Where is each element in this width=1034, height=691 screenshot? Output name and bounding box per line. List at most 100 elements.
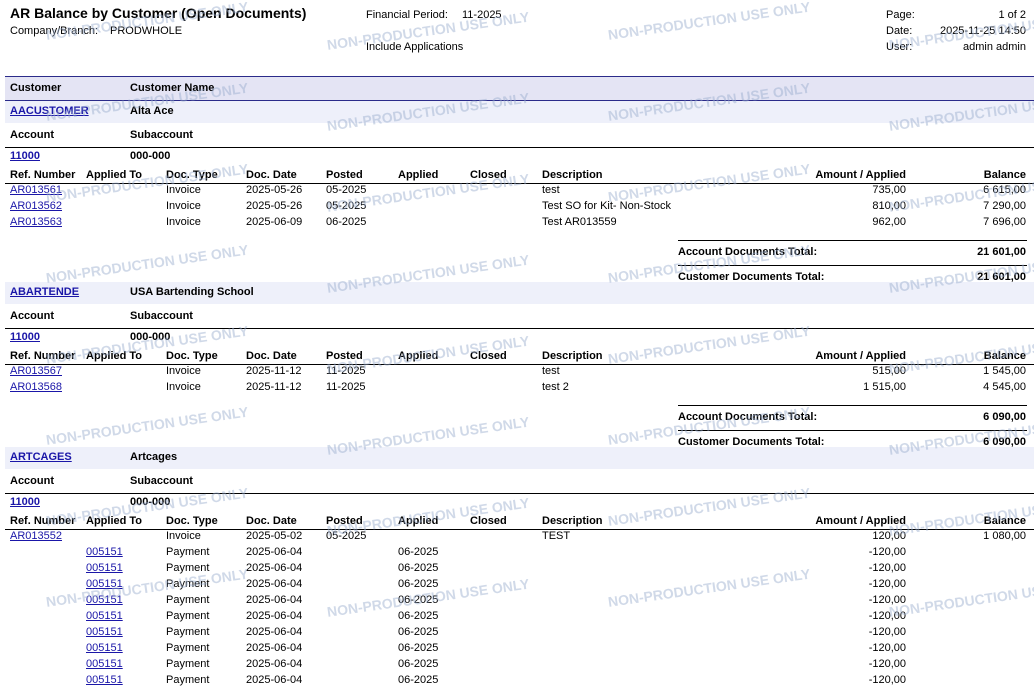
cell-doc-type: Payment <box>166 658 210 670</box>
cell-posted-period: 06-2025 <box>326 216 367 228</box>
report-title: AR Balance by Customer (Open Documents) <box>10 5 307 21</box>
cell-doc-type: Payment <box>166 578 210 590</box>
customer-name: Alta Ace <box>130 105 174 117</box>
cell-doc-date: 2025-11-12 <box>246 381 302 393</box>
cell-posted-period: 05-2025 <box>326 184 367 196</box>
cell-applied-period: 06-2025 <box>398 658 439 670</box>
cell-applied-to[interactable]: 005151 <box>86 642 123 654</box>
account-total-label: Account Documents Total: <box>678 411 818 423</box>
cell-applied-to[interactable]: 005151 <box>86 594 123 606</box>
cell-amount-applied: -120,00 <box>868 546 906 558</box>
detail-header-divider <box>5 364 1034 365</box>
column-header-doc-type: Doc. Type <box>166 350 218 362</box>
cell-doc-date: 2025-06-04 <box>246 626 303 638</box>
cell-ref-number[interactable]: AR013562 <box>10 200 62 212</box>
cell-description: test <box>542 184 560 196</box>
account-total-value: 6 090,00 <box>983 411 1026 423</box>
account-header: Account <box>10 129 54 141</box>
cell-ref-number[interactable]: AR013561 <box>10 184 62 196</box>
subaccount-value: 000-000 <box>130 150 171 162</box>
column-header-applied-period: Applied <box>398 515 439 527</box>
cell-doc-date: 2025-05-26 <box>246 200 303 212</box>
cell-posted-period: 11-2025 <box>326 381 366 393</box>
cell-applied-to[interactable]: 005151 <box>86 658 123 670</box>
cell-ref-number[interactable]: AR013552 <box>10 530 62 542</box>
cell-applied-to[interactable]: 005151 <box>86 546 123 558</box>
period-value: 11-2025 <box>462 9 502 21</box>
user-label: User: <box>886 41 913 53</box>
customer-id-link[interactable]: AACUSTOMER <box>10 105 89 117</box>
cell-amount-applied: -120,00 <box>868 626 906 638</box>
customer-total-value: 21 601,00 <box>977 271 1026 283</box>
account-link[interactable]: 11000 <box>10 331 40 343</box>
cell-amount-applied: 120,00 <box>872 530 906 542</box>
company-label: Company/Branch: <box>10 25 99 37</box>
customer-total-label: Customer Documents Total: <box>678 436 825 448</box>
account-link[interactable]: 11000 <box>10 496 40 508</box>
cell-balance: 4 545,00 <box>983 381 1026 393</box>
column-header-applied-to: Applied To <box>86 169 143 181</box>
account-header: Account <box>10 310 54 322</box>
account-divider <box>5 328 1034 329</box>
cell-description: Test AR013559 <box>542 216 617 228</box>
cell-description: Test SO for Kit- Non-Stock <box>542 200 671 212</box>
column-header-doc-date: Doc. Date <box>246 169 297 181</box>
customer-total-value: 6 090,00 <box>983 436 1026 448</box>
watermark-text: NON-PRODUCTION USE ONLY <box>45 403 250 448</box>
cell-doc-type: Payment <box>166 626 210 638</box>
customer-total-label: Customer Documents Total: <box>678 271 825 283</box>
header-customer: Customer <box>10 82 62 94</box>
cell-posted-period: 11-2025 <box>326 365 366 377</box>
column-header-ref-number: Ref. Number <box>10 515 76 527</box>
date-label: Date: <box>886 25 913 37</box>
column-header-balance: Balance <box>983 169 1026 181</box>
cell-applied-to[interactable]: 005151 <box>86 610 123 622</box>
cell-amount-applied: 515,00 <box>872 365 906 377</box>
cell-ref-number[interactable]: AR013568 <box>10 381 62 393</box>
cell-amount-applied: -120,00 <box>868 578 906 590</box>
column-header-applied-period: Applied <box>398 169 439 181</box>
cell-applied-to[interactable]: 005151 <box>86 562 123 574</box>
cell-balance: 7 290,00 <box>983 200 1026 212</box>
customer-id-link[interactable]: ABARTENDE <box>10 286 80 298</box>
column-header-ref-number: Ref. Number <box>10 169 76 181</box>
cell-description: test <box>542 365 560 377</box>
total-divider <box>678 430 1027 431</box>
column-header-applied-period: Applied <box>398 350 439 362</box>
include-applications: Include Applications <box>366 41 464 53</box>
cell-applied-to[interactable]: 005151 <box>86 674 123 686</box>
cell-doc-type: Payment <box>166 610 210 622</box>
cell-posted-period: 05-2025 <box>326 200 367 212</box>
total-divider <box>678 405 1027 406</box>
cell-doc-type: Payment <box>166 546 210 558</box>
cell-doc-date: 2025-11-12 <box>246 365 302 377</box>
cell-amount-applied: -120,00 <box>868 594 906 606</box>
cell-doc-type: Invoice <box>166 530 201 542</box>
account-link[interactable]: 11000 <box>10 150 40 162</box>
cell-applied-to[interactable]: 005151 <box>86 578 123 590</box>
cell-doc-date: 2025-05-02 <box>246 530 303 542</box>
cell-doc-type: Invoice <box>166 381 201 393</box>
column-header-description: Description <box>542 515 603 527</box>
cell-applied-period: 06-2025 <box>398 674 439 686</box>
column-header-description: Description <box>542 350 603 362</box>
total-divider <box>678 240 1027 241</box>
subaccount-header: Subaccount <box>130 310 193 322</box>
column-header-balance: Balance <box>983 350 1026 362</box>
customer-band <box>5 101 1034 123</box>
column-header-closed-period: Closed <box>470 515 507 527</box>
cell-doc-date: 2025-06-04 <box>246 546 303 558</box>
customer-band <box>5 447 1034 469</box>
column-header-amount-applied: Amount / Applied <box>815 515 906 527</box>
cell-doc-type: Payment <box>166 562 210 574</box>
cell-applied-period: 06-2025 <box>398 562 439 574</box>
cell-ref-number[interactable]: AR013563 <box>10 216 62 228</box>
cell-doc-date: 2025-06-04 <box>246 642 303 654</box>
watermark-text: NON-PRODUCTION USE ONLY <box>45 565 250 610</box>
column-header-amount-applied: Amount / Applied <box>815 169 906 181</box>
cell-applied-to[interactable]: 005151 <box>86 626 123 638</box>
column-header-ref-number: Ref. Number <box>10 350 76 362</box>
watermark-text: NON-PRODUCTION USE ONLY <box>888 576 1034 620</box>
cell-ref-number[interactable]: AR013567 <box>10 365 62 377</box>
customer-id-link[interactable]: ARTCAGES <box>10 451 72 463</box>
